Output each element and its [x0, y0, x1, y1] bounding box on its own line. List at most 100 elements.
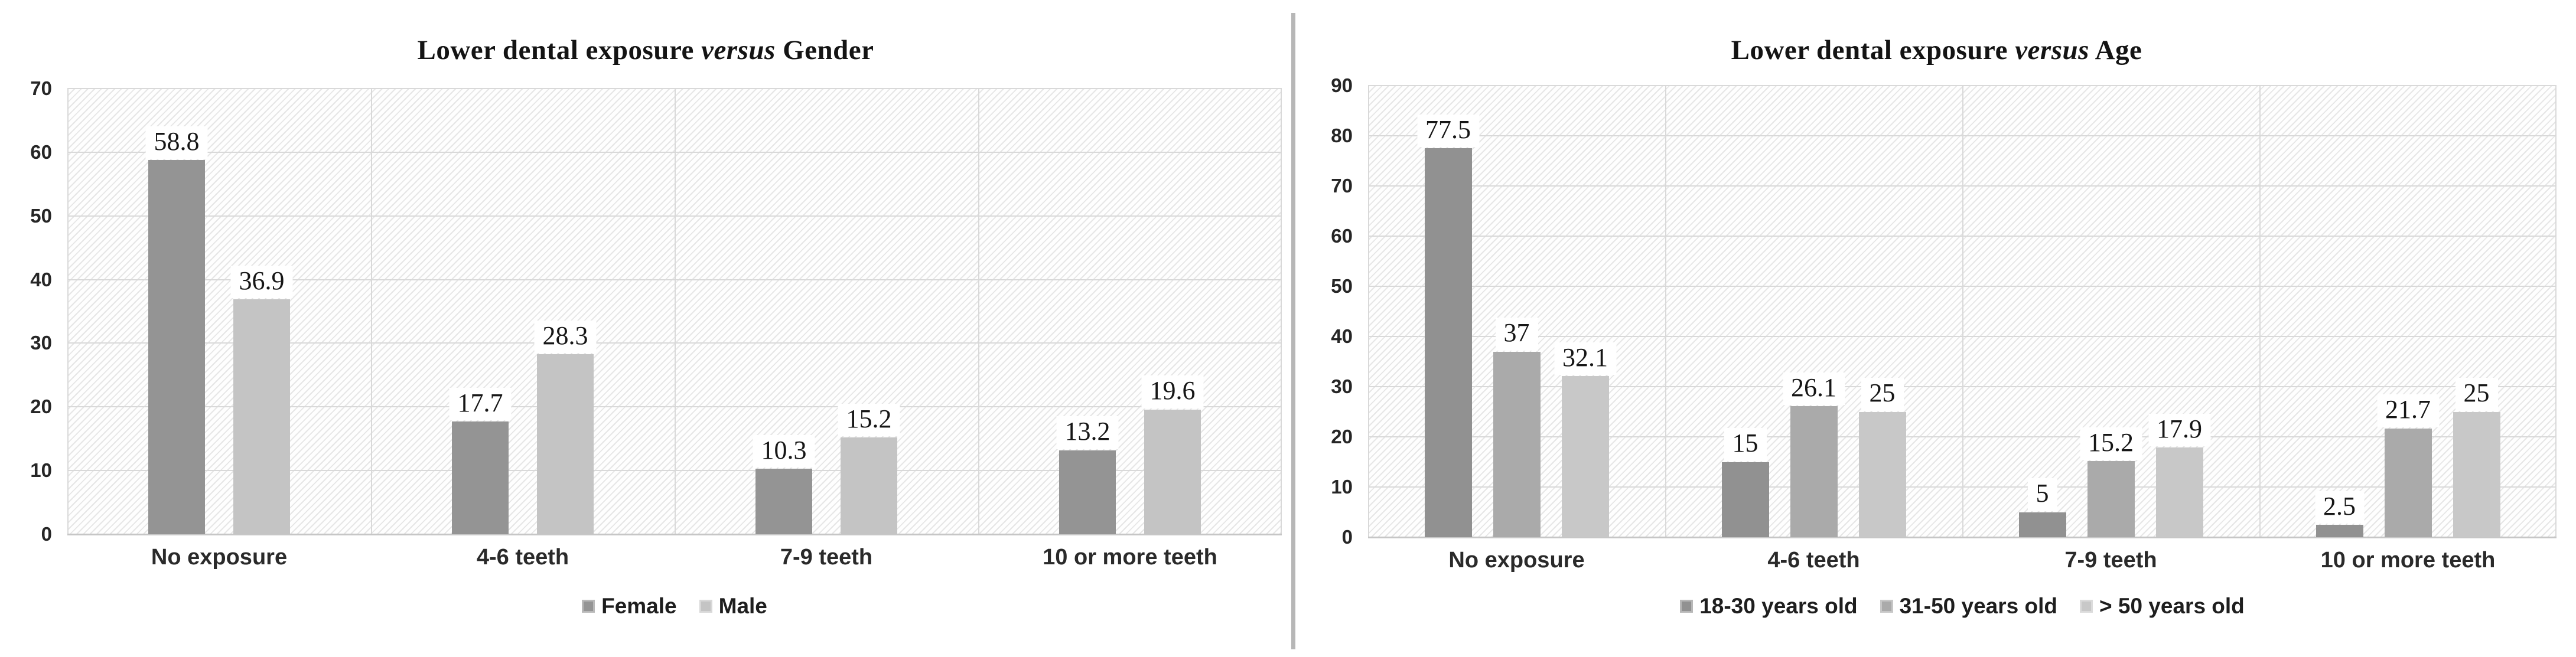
gridline-vertical — [2555, 86, 2557, 537]
gender-chart-panel: Lower dental exposure versus Gender 58.8… — [0, 34, 1291, 617]
gender-bar-chart: 58.8 36.9 17.7 28.3 10.3 15.2 13.2 19.6 0 10 20 30 4… — [30, 77, 1282, 617]
bar-group-4-6-teeth: 15 26.1 25 — [1665, 86, 1962, 537]
y-tick-label: 0 — [41, 523, 52, 545]
y-tick-label: 90 — [1331, 74, 1353, 96]
category-label-10-or-more-teeth: 10 or more teeth — [1043, 545, 1217, 570]
legend-swatch-male — [699, 599, 712, 613]
bar-value-label: 15 — [1724, 428, 1767, 461]
plot-area: 77.5 37 32.1 15 26.1 25 5 15.2 17.9 2.5 21.7 25 — [1368, 85, 2557, 538]
y-tick-label: 50 — [1331, 275, 1353, 297]
bar-male-no-exposure: 36.9 — [230, 265, 293, 534]
bar-value-label: 17.7 — [449, 387, 512, 421]
legend-label-male: Male — [718, 594, 767, 618]
bar-value-label: 17.9 — [2148, 413, 2210, 446]
bar-female-10-or-more-teeth: 13.2 — [1056, 416, 1119, 534]
age-bar-chart: 77.5 37 32.1 15 26.1 25 5 15.2 17.9 2.5 21.7 25 0 10 2… — [1297, 0, 2576, 657]
bar-value-label: 28.3 — [534, 320, 597, 353]
age-chart-panel: Lower dental exposure versus Age 77.5 37 3… — [1297, 0, 2576, 657]
bar-male-10-or-more-teeth: 19.6 — [1141, 375, 1204, 534]
legend-item-18-30-years-old: 18-30 years old — [1680, 594, 1858, 618]
y-tick-label: 30 — [1331, 375, 1353, 397]
gridline-vertical — [1281, 89, 1282, 534]
bar-value-label: 58.8 — [145, 126, 208, 159]
y-tick-label: 30 — [30, 332, 52, 354]
bar-group-10-or-more-teeth: 13.2 19.6 — [978, 89, 1282, 534]
bar-value-label: 2.5 — [2315, 491, 2364, 524]
bar-male-4-6-teeth: 28.3 — [534, 320, 597, 534]
legend-label-31-50-years-old: 31-50 years old — [1899, 594, 2057, 618]
bar-value-label: 25 — [1861, 378, 1904, 411]
bar-value-label: 10.3 — [753, 434, 815, 468]
bar-value-label: 5 — [2027, 478, 2057, 511]
gridline-vertical — [675, 89, 676, 534]
bar-31-50-years-old-10-or-more-teeth: 21.7 — [2377, 394, 2439, 537]
gridline-vertical — [1665, 86, 1666, 537]
legend-label-18-30-years-old: 18-30 years old — [1699, 594, 1858, 618]
legend: Female Male — [67, 595, 1282, 617]
legend-swatch-50-years-old — [2079, 599, 2093, 613]
gender-chart-title: Lower dental exposure versus Gender — [0, 34, 1291, 66]
y-tick-label: 20 — [1331, 426, 1353, 447]
bar-group-7-9-teeth: 10.3 15.2 — [675, 89, 978, 534]
y-tick-label: 10 — [1331, 476, 1353, 498]
age-chart-title: Lower dental exposure versus Age — [1297, 34, 2576, 66]
bar-value-label: 26.1 — [1783, 372, 1845, 406]
x-axis-line — [1368, 537, 2557, 538]
legend-swatch-18-30-years-old — [1680, 599, 1694, 613]
legend-item-31-50-years-old: 31-50 years old — [1880, 595, 2057, 617]
bar-female-7-9-teeth: 10.3 — [753, 434, 815, 534]
bar-50-years-old-4-6-teeth: 25 — [1858, 378, 1906, 537]
category-label-10-or-more-teeth: 10 or more teeth — [2320, 548, 2496, 573]
category-label-7-9-teeth: 7-9 teeth — [780, 545, 873, 570]
legend: 18-30 years old 31-50 years old > 50 years… — [1368, 595, 2557, 617]
category-label-4-6-teeth: 4-6 teeth — [476, 545, 569, 570]
panel-divider-line — [1291, 13, 1295, 649]
bar-group-no-exposure: 58.8 36.9 — [67, 89, 371, 534]
gridline-vertical — [371, 89, 372, 534]
bar-31-50-years-old-4-6-teeth: 26.1 — [1783, 372, 1845, 537]
legend-label-female: Female — [601, 594, 677, 618]
legend-item-male: Male — [699, 595, 767, 617]
bar-value-label: 36.9 — [230, 265, 293, 299]
gridline-vertical — [1962, 86, 1963, 537]
y-tick-label: 20 — [30, 395, 52, 418]
bar-value-label: 21.7 — [2377, 394, 2439, 427]
bar-female-4-6-teeth: 17.7 — [449, 387, 512, 534]
legend-swatch-31-50-years-old — [1880, 599, 1893, 613]
bar-value-label: 25 — [2455, 378, 2498, 411]
legend-label-50-years-old: > 50 years old — [2099, 594, 2245, 618]
y-tick-label: 60 — [1331, 225, 1353, 247]
gridline-vertical — [67, 89, 69, 534]
y-tick-label: 10 — [30, 459, 52, 482]
bar-value-label: 37 — [1495, 318, 1538, 351]
y-tick-label: 50 — [30, 204, 52, 227]
y-tick-label: 40 — [30, 268, 52, 290]
y-tick-label: 80 — [1331, 125, 1353, 146]
legend-swatch-female — [582, 599, 595, 613]
bar-value-label: 13.2 — [1056, 416, 1119, 449]
y-tick-label: 0 — [1341, 526, 1353, 548]
gender-title-prefix: Lower dental exposure — [417, 35, 702, 66]
y-tick-label: 60 — [30, 140, 52, 163]
age-title-versus-italic: versus — [2015, 35, 2089, 66]
bar-female-no-exposure: 58.8 — [145, 126, 208, 534]
gridline-vertical — [2259, 86, 2261, 537]
bar-31-50-years-old-7-9-teeth: 15.2 — [2080, 427, 2142, 537]
bar-18-30-years-old-no-exposure: 77.5 — [1417, 115, 1479, 537]
bar-male-7-9-teeth: 15.2 — [838, 403, 900, 534]
bar-50-years-old-7-9-teeth: 17.9 — [2148, 413, 2210, 537]
legend-item-female: Female — [582, 595, 677, 617]
bar-value-label: 15.2 — [838, 403, 900, 437]
age-title-prefix: Lower dental exposure — [1731, 35, 2015, 66]
bar-18-30-years-old-4-6-teeth: 15 — [1721, 428, 1769, 537]
gridline-vertical — [1368, 86, 1369, 537]
category-label-no-exposure: No exposure — [1448, 548, 1585, 573]
bar-group-7-9-teeth: 5 15.2 17.9 — [1962, 86, 2259, 537]
bar-group-10-or-more-teeth: 2.5 21.7 25 — [2259, 86, 2557, 537]
plot-area: 58.8 36.9 17.7 28.3 10.3 15.2 13.2 19.6 — [67, 88, 1282, 535]
bar-value-label: 15.2 — [2080, 427, 2142, 460]
gender-title-suffix: Gender — [775, 35, 874, 66]
y-tick-label: 70 — [1331, 175, 1353, 197]
bar-group-4-6-teeth: 17.7 28.3 — [371, 89, 675, 534]
